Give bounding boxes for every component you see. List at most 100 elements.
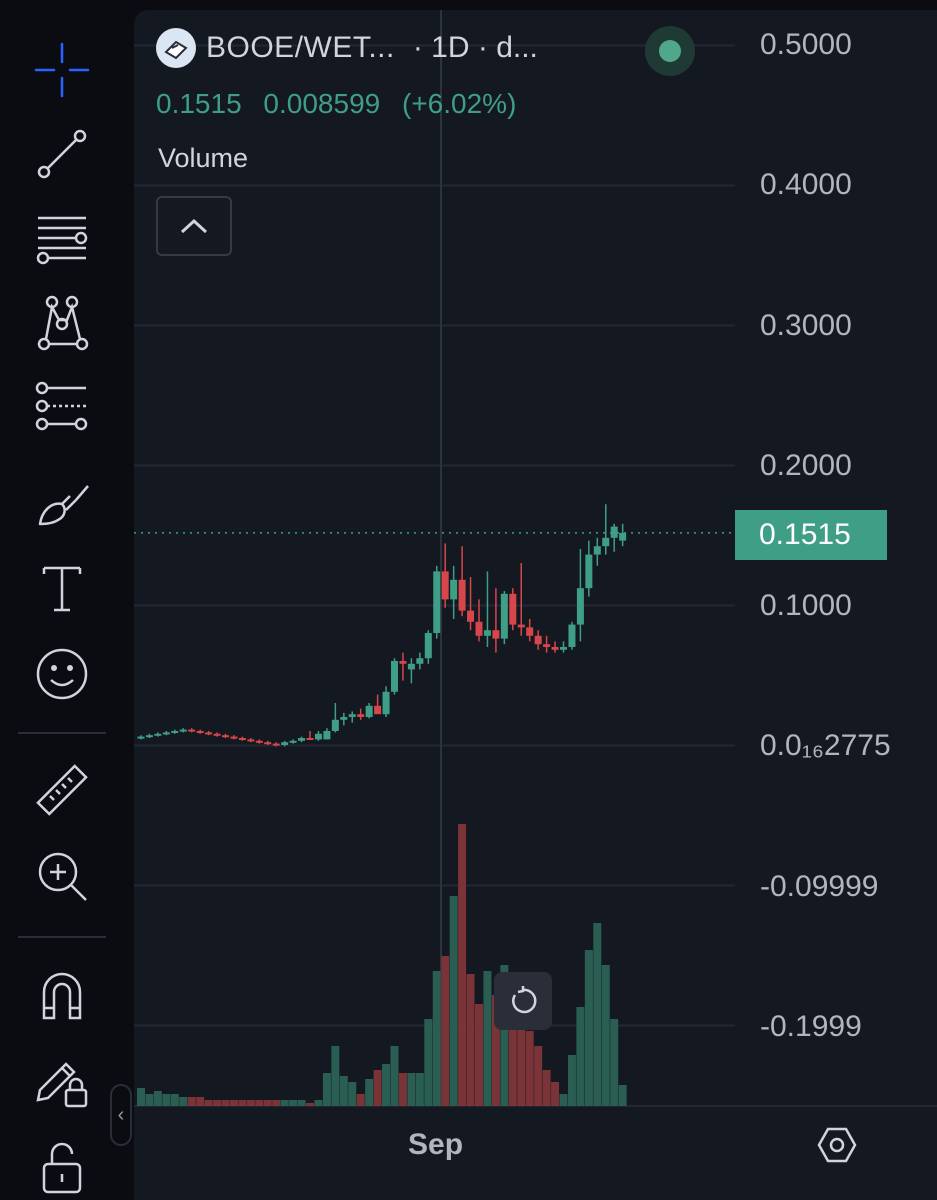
volume-bar xyxy=(331,1046,340,1106)
volume-bar xyxy=(196,1097,205,1106)
candle-body xyxy=(475,621,483,636)
text-icon[interactable] xyxy=(26,556,98,620)
chevron-up-icon xyxy=(180,218,208,234)
price-axis-label: -0.1999 xyxy=(760,1010,862,1043)
volume-bar xyxy=(297,1100,306,1106)
volume-bar xyxy=(441,956,450,1106)
volume-bar xyxy=(542,1070,551,1106)
candle-body xyxy=(264,742,272,745)
settings-hexagon-icon xyxy=(817,1127,857,1163)
candle-body xyxy=(306,738,314,740)
symbol-title[interactable]: BOOE/WET... xyxy=(206,31,395,64)
candle-body xyxy=(526,627,534,636)
magnet-icon[interactable] xyxy=(26,962,98,1026)
prediction-icon[interactable] xyxy=(26,374,98,438)
toolbar-divider xyxy=(18,936,106,938)
volume-bar xyxy=(322,1073,331,1106)
price-axis-label: 0.1000 xyxy=(760,589,852,622)
volume-bar xyxy=(213,1100,222,1106)
candle-body xyxy=(534,635,542,645)
volume-bar xyxy=(348,1082,357,1106)
booe-token-icon xyxy=(156,28,196,68)
chart-settings-button[interactable] xyxy=(814,1122,860,1168)
candle-body xyxy=(162,732,170,735)
lock-drawing-icon[interactable] xyxy=(26,1048,98,1112)
price-axis-label: 0.0₁₆2775 xyxy=(760,729,891,762)
price-axis-label: 0.2000 xyxy=(760,449,852,482)
pattern-icon[interactable] xyxy=(26,290,98,354)
volume-bar xyxy=(432,971,441,1106)
collapse-toolbar-button[interactable]: ‹ xyxy=(110,1084,132,1146)
volume-bar xyxy=(576,1007,585,1106)
volume-bar xyxy=(356,1094,365,1106)
volume-bar xyxy=(272,1100,281,1106)
symbol-interval[interactable]: · 1D · d... xyxy=(412,31,538,64)
volume-bar xyxy=(373,1070,382,1106)
time-axis-label: Sep xyxy=(408,1128,464,1161)
volume-bar xyxy=(551,1082,560,1106)
volume-indicator-label[interactable]: Volume xyxy=(158,143,249,173)
volume-bar xyxy=(137,1088,145,1106)
candle-body xyxy=(213,733,221,736)
crosshair-icon[interactable] xyxy=(26,38,98,102)
candle-body xyxy=(560,647,567,650)
horizontal-lines-icon[interactable] xyxy=(26,206,98,270)
volume-bar xyxy=(187,1097,196,1106)
volume-bar xyxy=(145,1094,154,1106)
candle-body xyxy=(230,736,238,739)
current-price-tag: 0.1515 xyxy=(735,510,887,560)
candle-body xyxy=(424,633,432,659)
reset-icon xyxy=(512,986,537,1014)
volume-bar xyxy=(398,1073,407,1106)
brush-icon[interactable] xyxy=(26,470,98,534)
candle-body xyxy=(357,714,365,717)
candle-body xyxy=(188,729,196,732)
volume-bar xyxy=(458,824,467,1106)
zoom-in-icon[interactable] xyxy=(26,844,98,908)
emoji-icon[interactable] xyxy=(26,642,98,706)
candle-body xyxy=(500,593,508,639)
candle-body xyxy=(568,624,576,647)
market-status[interactable] xyxy=(645,26,695,76)
volume-bar xyxy=(314,1100,323,1106)
collapse-legend-button[interactable] xyxy=(156,196,232,256)
volume-bar xyxy=(593,923,602,1106)
price-axis-label: 0.5000 xyxy=(760,28,852,61)
candle-body xyxy=(205,732,213,735)
volume-bar xyxy=(221,1100,230,1106)
volume-bar xyxy=(618,1085,627,1106)
price-change-row: 0.1515 0.008599 (+6.02%) xyxy=(156,88,530,120)
volume-bar xyxy=(263,1100,272,1106)
candle-body xyxy=(323,731,331,740)
volume-bar xyxy=(483,971,492,1106)
unlock-icon[interactable] xyxy=(26,1134,98,1198)
candle-body xyxy=(619,532,627,541)
candle-body xyxy=(281,742,289,745)
reset-chart-button[interactable] xyxy=(494,972,552,1030)
volume-bar xyxy=(491,995,500,1106)
candle-body xyxy=(255,740,263,743)
volume-bar xyxy=(559,1094,568,1106)
candle-body xyxy=(551,647,559,650)
candle-body xyxy=(314,733,322,740)
ruler-icon[interactable] xyxy=(26,758,98,822)
volume-bar xyxy=(238,1100,247,1106)
volume-bar xyxy=(390,1046,399,1106)
volume-bar xyxy=(179,1097,188,1106)
volume-bar xyxy=(517,1013,526,1106)
volume-bar xyxy=(508,995,517,1106)
symbol-legend: BOOE/WET... · 1D · d... xyxy=(156,28,538,68)
price-axis-label: 0.4000 xyxy=(760,168,852,201)
candle-body xyxy=(483,630,491,636)
price-change: 0.008599 xyxy=(263,88,381,119)
candle-body xyxy=(441,571,449,600)
candle-body xyxy=(374,705,382,715)
candle-body xyxy=(137,736,145,739)
volume-bar xyxy=(601,965,610,1106)
last-price: 0.1515 xyxy=(156,88,242,119)
candle-body xyxy=(450,579,458,600)
trend-line-icon[interactable] xyxy=(26,122,98,186)
volume-bar xyxy=(153,1091,162,1106)
candle-body xyxy=(179,729,187,732)
